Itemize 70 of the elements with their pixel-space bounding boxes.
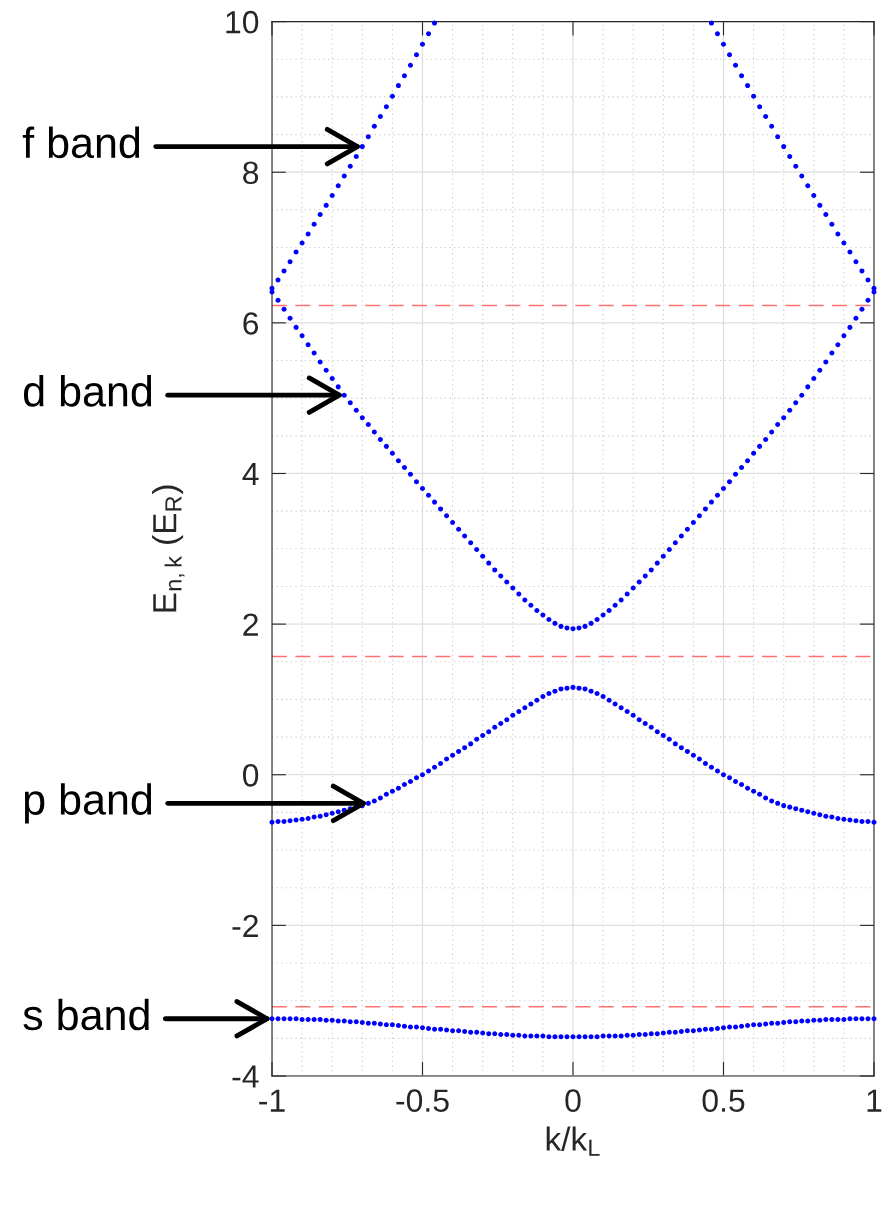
point bbox=[395, 83, 401, 89]
annotation: s band bbox=[23, 998, 149, 1031]
y-tick-label: 6 bbox=[243, 312, 259, 335]
point bbox=[281, 268, 287, 274]
point bbox=[811, 193, 817, 199]
point bbox=[871, 285, 877, 291]
annotation: f band bbox=[22, 126, 140, 159]
point bbox=[829, 221, 835, 227]
point bbox=[347, 163, 353, 169]
y-tick-label: 8 bbox=[243, 161, 259, 185]
point bbox=[341, 173, 347, 179]
point bbox=[305, 231, 311, 237]
point bbox=[311, 221, 317, 227]
point bbox=[426, 31, 432, 37]
point bbox=[383, 104, 389, 110]
point bbox=[329, 193, 335, 199]
x-axis-title: k/k$_{L}$ bbox=[546, 1126, 600, 1156]
point bbox=[359, 144, 365, 150]
point bbox=[733, 62, 739, 68]
point bbox=[335, 183, 341, 189]
point bbox=[781, 144, 787, 150]
point bbox=[859, 268, 865, 274]
x-tick-label: -1 bbox=[259, 1089, 285, 1112]
point bbox=[708, 20, 714, 26]
point bbox=[420, 41, 425, 47]
point bbox=[763, 113, 769, 119]
point bbox=[323, 202, 329, 208]
point bbox=[365, 134, 371, 140]
point bbox=[841, 240, 847, 246]
point bbox=[751, 93, 757, 99]
x-tick-label: -0.5 bbox=[396, 1089, 449, 1112]
point bbox=[823, 211, 829, 217]
point bbox=[377, 113, 383, 119]
point bbox=[714, 31, 720, 37]
y-tick-label: 0 bbox=[242, 764, 259, 787]
point bbox=[817, 202, 823, 208]
point bbox=[739, 73, 745, 79]
x-tick-label: 1 bbox=[867, 1089, 882, 1112]
point bbox=[353, 153, 359, 159]
point bbox=[745, 83, 751, 89]
point bbox=[389, 93, 395, 99]
point bbox=[401, 73, 407, 79]
y-tick-label: 2 bbox=[243, 613, 258, 636]
point bbox=[757, 104, 763, 110]
point bbox=[853, 259, 859, 265]
point bbox=[805, 183, 811, 189]
point bbox=[432, 20, 438, 26]
point bbox=[775, 134, 781, 140]
point bbox=[317, 211, 323, 217]
annotation: d band bbox=[23, 375, 152, 407]
x-tick-label: 0.5 bbox=[702, 1089, 745, 1112]
y-tick-label: -4 bbox=[232, 1065, 259, 1088]
point bbox=[727, 52, 733, 58]
y-tick-label: 10 bbox=[226, 10, 259, 34]
y-tick-label: -2 bbox=[232, 914, 258, 937]
point bbox=[793, 163, 799, 169]
point bbox=[799, 173, 805, 179]
y-axis-title: E$_{n,k}$ (E$_{R}$) bbox=[152, 485, 185, 612]
x-tick-label: 0 bbox=[565, 1089, 581, 1112]
y-tick-label: 4 bbox=[242, 463, 259, 486]
point bbox=[835, 231, 841, 237]
annotation: p band bbox=[24, 783, 152, 824]
point bbox=[413, 52, 419, 58]
point bbox=[269, 285, 275, 291]
point bbox=[371, 123, 377, 129]
point bbox=[407, 62, 413, 68]
point bbox=[787, 153, 793, 159]
point bbox=[769, 123, 775, 129]
point bbox=[287, 259, 293, 265]
point bbox=[721, 41, 726, 47]
